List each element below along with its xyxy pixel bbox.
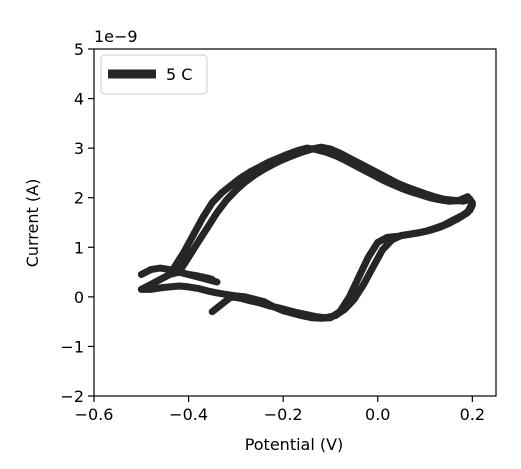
x-tick-label: −0.2 xyxy=(264,405,303,424)
x-axis: −0.6 −0.4 −0.2 0.0 0.2 xyxy=(75,396,485,424)
legend-entry-5c: 5 C xyxy=(166,65,192,84)
y-tick-label: 3 xyxy=(74,139,84,158)
x-tick-label: 0.0 xyxy=(365,405,390,424)
x-tick-label: 0.2 xyxy=(460,405,485,424)
y-tick-label: 1 xyxy=(74,238,84,257)
y-axis-label: Current (A) xyxy=(23,179,42,268)
y-scale-label: 1e−9 xyxy=(94,27,138,46)
x-tick-label: −0.6 xyxy=(75,405,114,424)
y-tick-label: 2 xyxy=(74,189,84,208)
y-axis: −2 −1 0 1 2 3 4 5 xyxy=(60,40,94,406)
axes-frame xyxy=(93,48,497,397)
y-tick-label: −2 xyxy=(60,387,84,406)
y-tick-label: 5 xyxy=(74,40,84,59)
series-5c-cycle-3 xyxy=(137,264,216,283)
x-tick-label: −0.4 xyxy=(169,405,208,424)
legend: 5 C xyxy=(100,54,208,95)
y-tick-label: −1 xyxy=(60,337,84,356)
plot-area xyxy=(93,48,497,397)
series-5c-cycle-2 xyxy=(170,144,476,322)
y-tick-label: 4 xyxy=(74,90,84,109)
y-tick-label: 0 xyxy=(74,288,84,307)
x-axis-label: Potential (V) xyxy=(245,435,344,454)
